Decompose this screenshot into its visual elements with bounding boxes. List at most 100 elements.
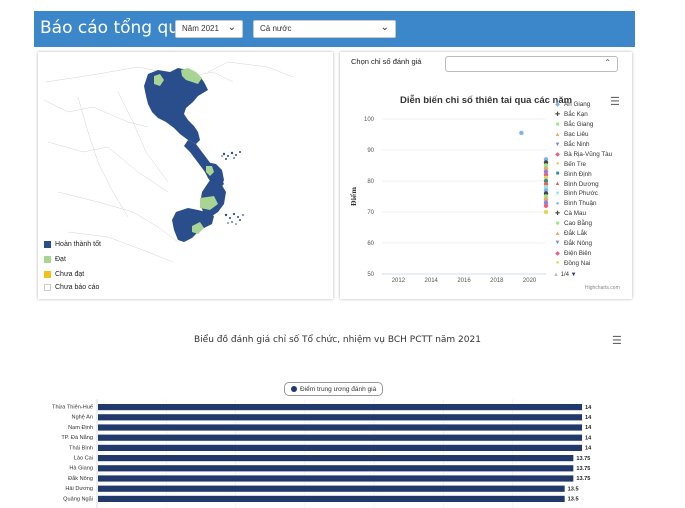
series-legend-item[interactable]: ▲ Bạc Liêu: [553, 130, 612, 140]
series-legend-item[interactable]: ◆ An Giang: [553, 100, 612, 110]
legend-marker-icon: ■: [555, 121, 560, 128]
data-point[interactable]: [543, 197, 549, 202]
series-legend-item[interactable]: ▲ Bình Dương: [553, 179, 612, 189]
legend-label: Cao Bằng: [564, 220, 593, 228]
series-legend-item[interactable]: ◆ Điện Biên: [553, 248, 612, 258]
value-label: 13.75: [576, 466, 590, 472]
legend-label: Hoàn thành tốt: [55, 241, 101, 248]
y-tick-label: 60: [367, 241, 374, 247]
map-panel: Hoàn thành tốt Đạt Chưa đạt Chưa báo cáo: [38, 52, 333, 299]
series-legend-item[interactable]: ✚ Cà Mau: [553, 209, 612, 219]
indicator-select[interactable]: ⌃: [445, 56, 618, 72]
year-select[interactable]: Năm 2021 ⌄: [175, 20, 243, 38]
data-point[interactable]: [543, 200, 549, 205]
series-legend-item[interactable]: ● Bình Thuận: [553, 199, 612, 209]
bar[interactable]: [98, 455, 574, 462]
legend-marker-icon: ◆: [555, 102, 560, 109]
bar[interactable]: [98, 404, 582, 411]
data-point[interactable]: [543, 172, 549, 177]
data-point[interactable]: [543, 178, 549, 184]
series-legend-item[interactable]: ■ Cao Bằng: [553, 219, 612, 229]
y-tick-label: 50: [367, 272, 374, 278]
legend-label: Bến Tre: [564, 160, 587, 168]
legend-marker-icon: ■: [555, 220, 560, 227]
legend-label: Đồng Nai: [564, 259, 591, 267]
data-point[interactable]: [543, 185, 549, 190]
map-region-north[interactable]: [144, 68, 208, 144]
legend-marker-icon: ■: [555, 171, 560, 178]
map-legend-item[interactable]: Chưa báo cáo: [44, 284, 99, 291]
data-point[interactable]: [543, 175, 549, 181]
legend-pager[interactable]: ▲ 1/4 ▼: [553, 272, 577, 278]
series-legend-item[interactable]: ■ Bắc Giang: [553, 120, 612, 130]
map-legend-item[interactable]: Đạt: [44, 256, 66, 263]
legend-label: Điểm trung ương đánh giá: [300, 385, 377, 393]
category-label: Lào Cai: [74, 456, 93, 462]
series-legend-item[interactable]: ■ Bình Định: [553, 169, 612, 179]
category-label: Nam Định: [68, 425, 93, 431]
hamburger-icon[interactable]: ☰: [612, 335, 622, 347]
bar-chart-legend[interactable]: Điểm trung ương đánh giá: [284, 382, 384, 396]
data-point[interactable]: [543, 166, 549, 171]
map-legend-item[interactable]: Chưa đạt: [44, 271, 84, 278]
data-point[interactable]: [543, 209, 549, 215]
legend-marker-icon: ▼: [554, 240, 561, 247]
map-region-south-green[interactable]: [200, 196, 218, 210]
chart-credit[interactable]: Highcharts.com: [585, 285, 620, 291]
series-legend-item[interactable]: ▲ Đắk Lắk: [553, 229, 612, 239]
value-label: 14: [585, 435, 592, 441]
series-legend-item[interactable]: ▼ Bắc Ninh: [553, 140, 612, 150]
bar[interactable]: [98, 495, 565, 502]
hamburger-icon[interactable]: ☰: [610, 96, 620, 108]
map-region-north-green-2[interactable]: [154, 74, 164, 86]
data-point[interactable]: [543, 181, 549, 187]
category-label: Thừa Thiên-Huế: [52, 405, 94, 411]
map-legend-item[interactable]: Hoàn thành tốt: [44, 241, 101, 248]
bar[interactable]: [98, 414, 582, 421]
bar[interactable]: [98, 475, 574, 482]
indicator-chart-panel: Chọn chỉ số đánh giá ⌃ Diễn biến chỉ số …: [340, 52, 632, 299]
map-region-north-green[interactable]: [181, 68, 202, 84]
legend-marker-icon: ●: [555, 200, 560, 207]
bar[interactable]: [98, 465, 574, 472]
data-point[interactable]: [543, 188, 549, 193]
region-select[interactable]: Cả nước ⌄: [253, 20, 396, 38]
data-point[interactable]: [543, 163, 549, 168]
data-point[interactable]: [543, 169, 549, 174]
map-islands: [221, 151, 244, 225]
bar[interactable]: [98, 424, 582, 431]
series-legend-item[interactable]: ◆ Bà Rịa-Vũng Tàu: [553, 149, 612, 159]
bar-chart-title: Biểu đồ đánh giá chỉ số Tổ chức, nhiệm v…: [194, 335, 481, 345]
series-legend-item[interactable]: ▼ Bình Phước: [553, 189, 612, 199]
map-region-south[interactable]: [172, 208, 214, 242]
y-tick-label: 100: [364, 117, 375, 123]
series-legend-item[interactable]: ● Bến Tre: [553, 159, 612, 169]
data-point[interactable]: [543, 203, 549, 208]
legend-label: Điện Biên: [564, 249, 592, 257]
map-region-central-green[interactable]: [206, 166, 214, 176]
series-legend-item[interactable]: ✚ Bắc Kạn: [553, 110, 612, 120]
vietnam-map[interactable]: [38, 52, 333, 299]
data-point[interactable]: [519, 130, 524, 136]
map-region-mekong-green[interactable]: [192, 222, 204, 234]
series-legend-item[interactable]: ▼ Đắk Nông: [553, 238, 612, 248]
data-point[interactable]: [543, 194, 549, 199]
data-point[interactable]: [543, 157, 549, 162]
category-label: Quảng Ngãi: [63, 496, 93, 502]
bar[interactable]: [98, 444, 582, 451]
bar[interactable]: [98, 434, 582, 441]
pager-up-icon[interactable]: ▲: [553, 272, 559, 278]
value-label: 13.75: [576, 476, 590, 482]
legend-marker-icon: ◆: [555, 151, 560, 158]
bar[interactable]: [98, 485, 565, 492]
data-point[interactable]: [543, 160, 549, 165]
legend-swatch: [44, 271, 51, 278]
chevron-down-icon: ⌄: [227, 22, 236, 33]
legend-label: Bình Dương: [564, 180, 599, 188]
series-legend-item[interactable]: ● Đồng Nai: [553, 258, 612, 268]
legend-swatch: [44, 284, 51, 291]
y-axis-label: Điểm: [349, 187, 358, 206]
data-point[interactable]: [543, 191, 549, 196]
pager-down-icon[interactable]: ▼: [570, 272, 577, 278]
legend-marker-icon: ▲: [554, 131, 561, 138]
